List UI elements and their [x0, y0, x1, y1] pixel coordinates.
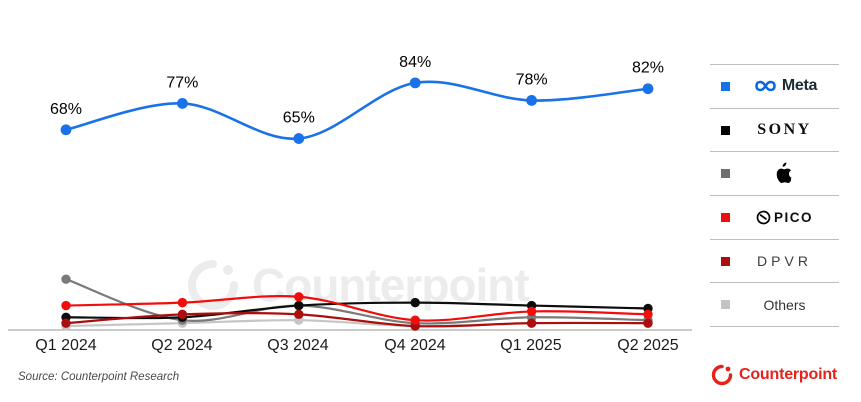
counterpoint-watermark-icon	[188, 260, 238, 310]
pico-logo-icon	[756, 210, 771, 225]
meta-logo: Meta	[730, 77, 839, 95]
x-axis-label: Q2 2025	[617, 337, 679, 354]
legend: Meta SONY PICO	[710, 64, 839, 328]
series-line-dpvr	[65, 311, 649, 328]
counterpoint-logo: Counterpoint	[711, 364, 837, 386]
series-marker-meta	[526, 95, 537, 106]
series-marker-pico	[177, 297, 188, 308]
series-marker-pico	[526, 306, 537, 317]
legend-item-pico: PICO	[710, 195, 839, 239]
series-marker-sony	[410, 297, 420, 308]
counterpoint-logo-icon	[711, 364, 733, 386]
series-line-sony	[65, 301, 649, 320]
meta-infinity-icon	[755, 81, 776, 92]
x-axis-label: Q3 2024	[267, 337, 329, 354]
series-marker-apple	[61, 274, 71, 284]
series-line-apple	[65, 278, 649, 325]
legend-item-others: Others	[710, 282, 839, 328]
data-label-meta: 77%	[166, 74, 198, 91]
sony-wordmark: SONY	[757, 121, 812, 138]
pico-wordmark: PICO	[773, 209, 813, 225]
data-label-meta: 78%	[516, 71, 548, 88]
others-swatch	[721, 300, 730, 310]
dpvr-logo: DPVR	[730, 253, 839, 269]
series-marker-meta	[177, 97, 188, 109]
series-marker-dpvr	[61, 318, 71, 328]
x-axis-label: Q4 2024	[384, 337, 446, 354]
series-marker-dpvr	[643, 318, 653, 328]
series-marker-pico	[643, 309, 653, 320]
apple-logo	[730, 160, 839, 187]
series-marker-meta	[409, 77, 421, 89]
pico-swatch	[721, 212, 730, 222]
series-marker-dpvr	[177, 309, 188, 320]
dpvr-swatch	[721, 256, 730, 266]
legend-item-sony: SONY	[710, 107, 839, 152]
series-marker-pico	[294, 292, 304, 302]
others-label: Others	[763, 296, 806, 313]
legend-item-apple	[710, 151, 839, 195]
x-axis-label: Q2 2024	[151, 337, 213, 354]
sony-swatch	[721, 125, 730, 135]
counterpoint-wordmark: Counterpoint	[739, 366, 838, 383]
series-marker-pico	[410, 315, 420, 325]
series-marker-dpvr	[294, 309, 304, 320]
apple-logo-icon	[776, 162, 792, 184]
series-marker-dpvr	[526, 318, 537, 328]
series-marker-meta	[60, 124, 72, 136]
line-chart-plot: 68% 77% 65% 84% 78% 82%	[8, 54, 692, 331]
series-marker-sony	[294, 300, 304, 311]
data-label-meta: 82%	[632, 60, 664, 77]
series-line-meta	[65, 80, 649, 140]
apple-swatch	[721, 169, 730, 179]
sony-logo: SONY	[730, 121, 839, 139]
data-label-meta: 84%	[399, 54, 431, 71]
others-label-wrap: Others	[730, 297, 839, 313]
legend-item-meta: Meta	[710, 64, 839, 108]
pico-logo: PICO	[730, 210, 839, 225]
series-line-pico	[65, 294, 649, 322]
series-marker-meta	[293, 133, 305, 144]
data-label-meta: 68%	[50, 101, 82, 118]
x-axis-label: Q1 2024	[35, 337, 97, 354]
series-marker-meta	[642, 83, 654, 95]
meta-swatch	[721, 81, 730, 91]
dpvr-wordmark: DPVR	[757, 253, 812, 270]
x-axis-label: Q1 2025	[500, 337, 562, 354]
meta-wordmark: Meta	[781, 77, 818, 95]
series-marker-pico	[61, 300, 71, 311]
source-note: Source: Counterpoint Research	[18, 371, 180, 383]
data-label-meta: 65%	[283, 110, 315, 127]
legend-item-dpvr: DPVR	[710, 238, 839, 283]
